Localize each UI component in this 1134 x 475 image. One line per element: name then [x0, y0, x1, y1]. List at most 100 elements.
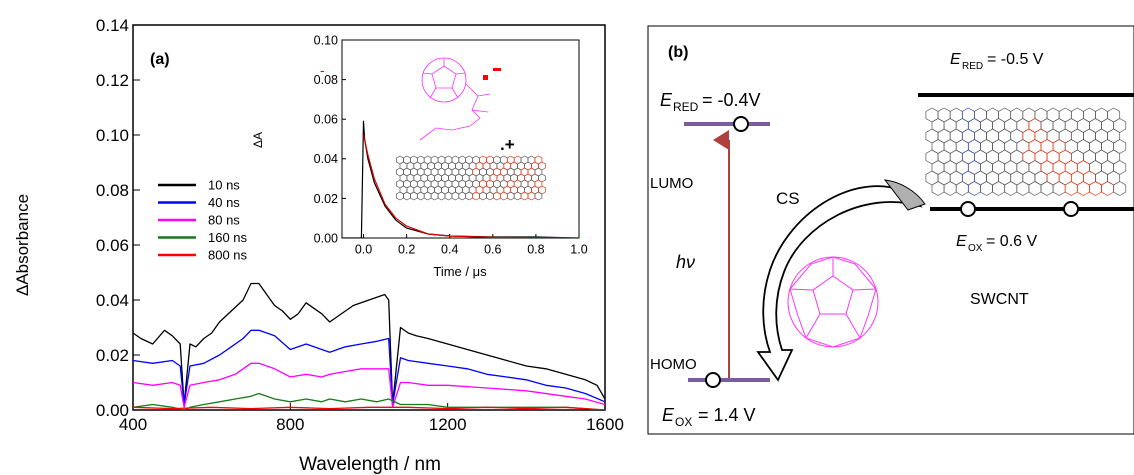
y-tick-label: 0.06 — [96, 236, 129, 255]
inset-chart: 0.00 0.02 0.04 0.06 0.08 0.10 0.0 0.2 0.4 0.6 0.8… — [251, 33, 588, 279]
legend-label: 40 ns — [208, 195, 240, 210]
inset-x-label: Time / μs — [433, 264, 487, 279]
panel-b-label: (b) — [668, 44, 688, 61]
hv-label: hν — [676, 252, 695, 272]
y-axis-label: ΔAbsorbance — [13, 194, 32, 296]
inset-y-label: ΔA — [251, 132, 265, 148]
nanotube-cell — [980, 181, 993, 196]
x-tick-label: 0.6 — [484, 243, 501, 257]
swcnt-label: SWCNT — [970, 291, 1029, 308]
inset-frame — [341, 39, 580, 239]
series-line-40-ns — [133, 329, 605, 406]
x-tick-label: 0.4 — [441, 243, 458, 257]
nanotube-cell — [1089, 181, 1102, 196]
panel-b-frame — [647, 25, 1134, 435]
cs-label: CS — [776, 189, 800, 208]
x-axis: 400 800 1200 1600 — [119, 403, 624, 434]
arrow-head-shade — [883, 179, 926, 211]
series-group — [133, 282, 605, 410]
inset-fullerene-icon — [419, 57, 491, 141]
inset-x-axis: 0.0 0.2 0.4 0.6 0.8 1.0 — [355, 234, 588, 257]
e-ox-right-value: = 0.6 V — [986, 233, 1037, 250]
y-tick-label: 0.08 — [96, 181, 129, 200]
charge-separation-arrow-icon — [756, 185, 923, 382]
y-tick-label: 0.08 — [314, 73, 338, 87]
x-tick-label: 1.0 — [570, 243, 587, 257]
series-line-800-ns — [133, 406, 605, 410]
nanotube-cell — [967, 181, 981, 196]
inset-red-dash: - — [320, 62, 325, 78]
nanotube-cell — [534, 191, 543, 201]
inset-radical-dot — [483, 75, 488, 80]
nanotube-cell — [931, 181, 945, 196]
e-red-left-value: = -0.4V — [702, 90, 761, 110]
e-ox-left-sub: OX — [675, 415, 692, 429]
e-ox-right-sub: OX — [968, 243, 983, 254]
e-ox-right-e: E — [956, 233, 967, 250]
legend-label: 800 ns — [208, 248, 248, 263]
x-tick-label: 400 — [119, 415, 147, 434]
e-ox-left-value: = 1.4 V — [698, 405, 756, 425]
nanotube-cell — [1004, 181, 1018, 196]
nanotube-cell — [1028, 181, 1042, 196]
nanotube-cell — [1076, 181, 1090, 196]
swcnt-nanotube-icon — [925, 107, 1127, 196]
nanotube-cell — [1040, 181, 1054, 196]
inset-nanotube-icon — [396, 155, 546, 201]
inset-series-group — [342, 120, 579, 238]
x-tick-label: 1200 — [429, 415, 467, 434]
legend: 10 ns 40 ns 80 ns 160 ns 800 ns — [158, 178, 248, 263]
legend-label: 160 ns — [208, 230, 248, 245]
swcnt-hole-icon-1 — [960, 201, 976, 217]
legend-label: 10 ns — [208, 178, 240, 193]
nanotube-cell — [1113, 181, 1127, 196]
y-tick-label: 0.14 — [96, 16, 129, 35]
e-red-right-e: E — [950, 51, 961, 68]
e-red-left-sub: RED — [673, 100, 699, 114]
y-tick-label: 0.06 — [314, 113, 338, 127]
y-tick-label: 0.00 — [96, 401, 129, 420]
nanotube-cell — [943, 181, 957, 196]
e-red-left-e: E — [660, 90, 673, 110]
e-ox-left-e: E — [662, 405, 675, 425]
inset-minus-sign — [493, 68, 501, 71]
panel-b: (b) E RED = -0.4V LUMO HOMO hν CS E OX =… — [647, 25, 1134, 435]
homo-label: HOMO — [650, 356, 697, 373]
panel-a-label: (a) — [150, 51, 170, 68]
y-tick-label: 0.02 — [96, 346, 129, 365]
x-axis-label: Wavelength / nm — [299, 454, 441, 475]
y-axis: 0.00 0.02 0.04 0.06 0.08 0.10 0.12 0.14 — [96, 16, 140, 420]
y-tick-label: 0.12 — [96, 71, 129, 90]
series-line-80-ns — [133, 362, 605, 408]
lumo-hole-icon — [733, 116, 749, 132]
series-line-160-ns — [133, 392, 605, 410]
nanotube-cell — [992, 181, 1006, 196]
y-tick-label: 0.10 — [314, 33, 338, 47]
nanotube-cell — [1101, 181, 1115, 196]
series-line-10-ns — [133, 282, 605, 406]
swcnt-hole-icon-2 — [1063, 201, 1079, 217]
e-red-right-sub: RED — [962, 61, 983, 72]
x-tick-label: 0.2 — [398, 243, 415, 257]
nanotube-cell — [955, 181, 969, 196]
x-tick-label: 0.0 — [355, 243, 372, 257]
x-tick-label: 1600 — [586, 415, 624, 434]
inset-plus-sign: .+ — [500, 135, 515, 154]
series-line-1 — [362, 134, 579, 238]
panel-a: 0.00 0.02 0.04 0.06 0.08 0.10 0.12 0.14 400 800 1… — [13, 16, 624, 475]
inset-y-axis: 0.00 0.02 0.04 0.06 0.08 0.10 — [314, 33, 346, 245]
y-tick-label: 0.00 — [314, 231, 338, 245]
x-tick-label: 800 — [276, 415, 304, 434]
nanotube-cell — [1064, 181, 1078, 196]
lumo-label: LUMO — [650, 175, 693, 192]
nanotube-cell — [1016, 181, 1030, 196]
legend-label: 80 ns — [208, 213, 240, 228]
e-red-right-value: = -0.5 V — [987, 51, 1044, 68]
nanotube-cell — [1052, 181, 1066, 196]
y-tick-label: 0.02 — [314, 192, 338, 206]
y-tick-label: 0.04 — [96, 291, 129, 310]
homo-electron-icon — [705, 372, 721, 388]
x-tick-label: 0.8 — [527, 243, 544, 257]
fullerene-icon — [787, 256, 879, 348]
